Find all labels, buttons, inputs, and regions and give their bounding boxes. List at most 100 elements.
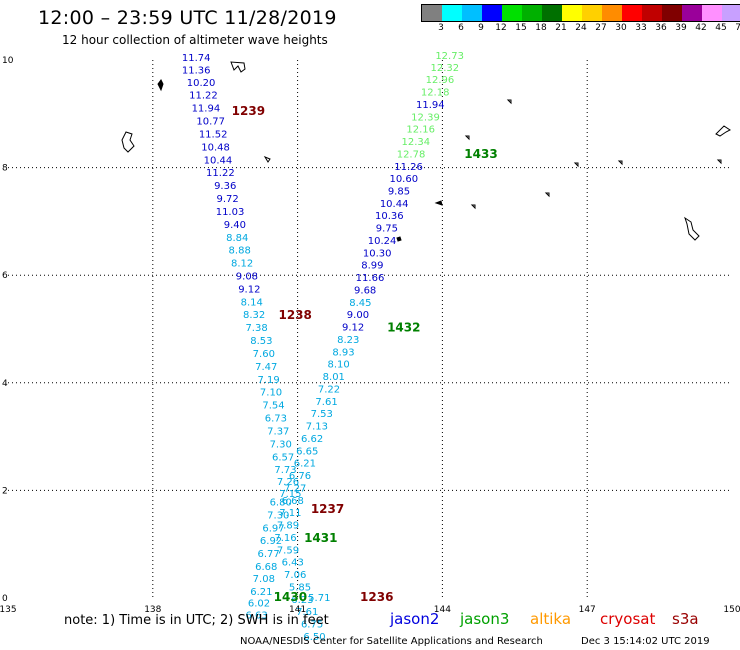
- wave-height-label: 7.19: [258, 375, 280, 386]
- wave-height-label: 11.26: [394, 162, 423, 173]
- satellite-pass: 8.238.93 8.108.017.22 7.617.53 7.136.626.65…: [274, 321, 420, 544]
- grid-lines: [8, 60, 732, 598]
- wave-height-label: 12.34: [402, 137, 431, 148]
- color-swatch: [602, 5, 622, 21]
- wave-height-label: 8.23: [337, 335, 359, 346]
- color-swatch: [682, 5, 702, 21]
- color-scale-label: 12: [495, 23, 507, 33]
- color-scale-label: 3: [438, 23, 444, 33]
- island-outline: [230, 61, 246, 73]
- island-outline: [470, 204, 476, 210]
- color-swatch: [662, 5, 682, 21]
- island-outline: [121, 131, 135, 153]
- wave-height-label: 10.77: [196, 117, 225, 128]
- color-scale-label: 42: [695, 23, 707, 33]
- wave-height-label: 12.16: [406, 125, 435, 136]
- wave-height-label: 6.23: [291, 595, 313, 606]
- color-swatch: [422, 5, 442, 21]
- legend-item-jason2: jason2: [390, 610, 440, 628]
- color-swatch: [582, 5, 602, 21]
- y-tick-label: 0: [2, 594, 8, 604]
- wave-height-label: 8.93: [332, 347, 354, 358]
- island-outline: [573, 162, 579, 168]
- wave-height-label: 7.54: [262, 401, 284, 412]
- wave-height-label: 7.73: [274, 465, 296, 476]
- wave-height-label: 6.02: [248, 599, 270, 610]
- color-swatch: [642, 5, 662, 21]
- wave-height-label: 9.72: [216, 194, 238, 205]
- wave-height-label: 6.57: [272, 452, 294, 463]
- wave-height-label: 8.10: [327, 360, 349, 371]
- wave-height-label: 9.36: [214, 181, 236, 192]
- wave-height-label: 7.61: [296, 607, 318, 618]
- wave-height-label: 7.26: [277, 477, 299, 488]
- wave-height-label: 6.50: [303, 632, 325, 643]
- wave-height-label: 6.63: [245, 610, 267, 621]
- wave-height-label: 10.36: [375, 211, 404, 222]
- wave-height-label: 10.24: [368, 236, 397, 247]
- generated-timestamp: Dec 3 15:14:02 UTC 2019: [581, 636, 710, 647]
- wave-height-label: 10.44: [380, 199, 409, 210]
- wave-height-label: 6.21: [250, 587, 272, 598]
- wave-height-label: 10.48: [201, 142, 230, 153]
- footer-note: note: 1) Time is in UTC; 2) SWH is in fe…: [64, 613, 329, 628]
- land-outlines: [121, 61, 731, 242]
- wave-height-label: 12.96: [426, 75, 455, 86]
- island-outline: [544, 192, 550, 198]
- wave-height-label: 11.94: [416, 100, 445, 111]
- x-tick-label: 135: [0, 605, 17, 615]
- wave-height-label: 6.97: [262, 523, 284, 534]
- wave-height-label: 10.30: [363, 248, 392, 259]
- wave-height-label: 6.92: [260, 536, 282, 547]
- axis-tick-labels: 135 138 141 144 147 150 0 2 4 6 8 10: [0, 56, 740, 615]
- credit-line: NOAA/NESDIS Center for Satellite Applica…: [240, 636, 543, 647]
- wave-height-label: 6.65: [296, 446, 318, 457]
- wave-height-label: 7.47: [255, 362, 277, 373]
- wave-height-label: 7.38: [245, 323, 267, 334]
- wave-height-label: 7.59: [277, 545, 299, 556]
- wave-height-label: 7.15: [279, 489, 301, 500]
- wave-height-label: 8.53: [250, 336, 272, 347]
- wave-height-label: 6.21: [294, 459, 316, 470]
- wave-height-label: 11.22: [206, 168, 235, 179]
- pass-time-label: 1237: [311, 502, 344, 516]
- wave-height-label: 9.08: [236, 272, 258, 283]
- wave-height-label: 10.60: [389, 174, 418, 185]
- wave-height-label: 7.06: [284, 570, 306, 581]
- color-scale-label: 21: [555, 23, 567, 33]
- wave-height-label: 6.77: [258, 549, 280, 560]
- island-outline: [464, 135, 470, 141]
- wave-height-label: 8.99: [361, 261, 383, 272]
- satellite-pass: 7.59 6.437.065.85 6.237.61 6.756.50 1431: [277, 531, 338, 643]
- color-scale-label: 18: [535, 23, 547, 33]
- pass-time-label: 1430: [274, 590, 307, 604]
- island-outline: [434, 200, 443, 206]
- wave-height-label: 11.52: [199, 129, 228, 140]
- wave-height-label: 6.68: [282, 496, 304, 507]
- pass-time-label: 1433: [464, 147, 497, 161]
- y-tick-label: 8: [2, 164, 8, 174]
- color-scale-label: 24: [575, 23, 587, 33]
- y-tick-label: 4: [2, 379, 8, 389]
- wave-height-label: 6.43: [282, 558, 304, 569]
- wave-height-label: 7.11: [279, 508, 301, 519]
- wave-height-label: 9.40: [224, 220, 246, 231]
- wave-height-label: 7.60: [253, 349, 275, 360]
- wave-height-label: 6.68: [255, 562, 277, 573]
- wave-height-label: 7.10: [260, 388, 282, 399]
- pass-time-label: 1239: [232, 104, 265, 118]
- wave-height-label: 7.22: [318, 384, 340, 395]
- color-swatch: [462, 5, 482, 21]
- wave-height-label: 12.73: [435, 51, 464, 62]
- wave-height-label: 11.22: [189, 91, 218, 102]
- pass-time-label: 1432: [387, 321, 420, 335]
- pass-time-label: 1431: [304, 531, 337, 545]
- color-scale-label: 9: [478, 23, 484, 33]
- wave-height-label: 8.12: [231, 259, 253, 270]
- wave-height-label: 7.53: [311, 409, 333, 420]
